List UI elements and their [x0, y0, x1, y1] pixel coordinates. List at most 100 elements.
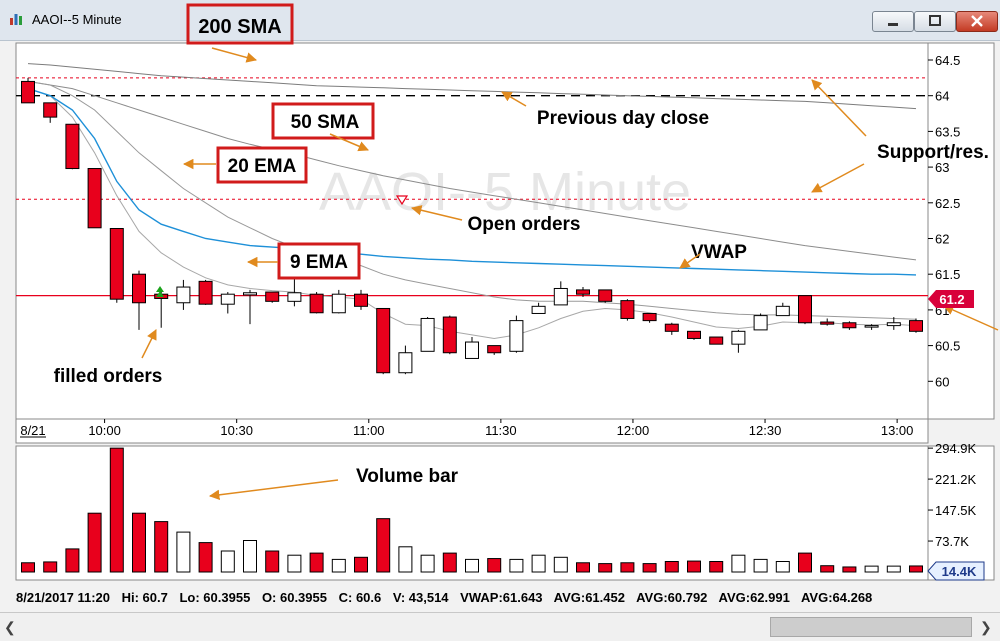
time-tick-label: 11:00: [353, 423, 385, 438]
sma200-arrow: [211, 47, 258, 63]
candle-body: [376, 307, 391, 374]
minimize-icon: [888, 23, 898, 26]
volume-tick-label: 221.2K: [935, 472, 977, 487]
volume-bar: [775, 561, 790, 573]
candle: [576, 287, 590, 298]
volume-bar: [576, 562, 590, 573]
volume-axis-pane[interactable]: [927, 445, 995, 581]
volume-bar: [198, 542, 213, 573]
vwap-arrow: [679, 253, 701, 269]
sma50-line: [27, 80, 917, 261]
volume-bar: [376, 518, 391, 573]
volume-bar: [709, 561, 724, 573]
volume-bar: [154, 521, 169, 573]
volume-bar: [598, 563, 613, 573]
candle: [753, 313, 768, 331]
candle-body: [87, 168, 102, 229]
candle-body: [354, 293, 368, 307]
close-icon: [971, 15, 983, 27]
filled-order-marker: [156, 286, 164, 297]
close-button[interactable]: [956, 11, 998, 32]
candle-body: [709, 336, 724, 345]
horizontal-scrollbar[interactable]: ❮ ❯: [0, 612, 1000, 641]
open-order-marker: [395, 195, 409, 206]
vwap-line: [27, 87, 917, 276]
restore-icon: [929, 15, 941, 26]
status-close: C: 60.6: [338, 590, 382, 605]
volume-bar: [398, 546, 413, 573]
candle: [109, 228, 124, 303]
candle-body: [753, 315, 768, 331]
volume-bar: [664, 561, 679, 573]
candle: [132, 270, 146, 330]
candle: [265, 291, 280, 303]
volume-bar: [442, 552, 457, 573]
price-tick-label: 62: [935, 232, 949, 247]
candle-body: [420, 317, 435, 352]
status-vwap: VWAP:61.643: [460, 590, 543, 605]
candle-body: [132, 273, 146, 304]
volume-bar: [287, 554, 302, 573]
candle: [531, 302, 546, 314]
candle: [775, 302, 790, 317]
scroll-left-icon[interactable]: ❮: [4, 619, 16, 635]
candle: [553, 281, 568, 306]
prev-close-label: Previous day close: [537, 108, 709, 129]
time-axis: 10:00 10:30 11:00 11:30 12:00 12:30 13:00 8/21: [20, 419, 913, 438]
candle-body: [798, 295, 812, 324]
volume-bar: [842, 566, 857, 573]
candle-body: [220, 293, 235, 305]
candle-body: [775, 305, 790, 317]
callout-arrows: [141, 47, 999, 501]
candle-body: [43, 102, 58, 118]
volume-bar: [420, 554, 435, 573]
maximize-button[interactable]: [914, 11, 956, 32]
candle: [65, 123, 80, 170]
candle-body: [21, 80, 35, 104]
candle-body: [487, 345, 502, 354]
prev-close-arrow: [501, 91, 527, 107]
ema20-label: 20 EMA: [228, 156, 297, 177]
status-volume: V: 43,514: [392, 590, 449, 605]
scroll-right-icon[interactable]: ❯: [980, 619, 992, 635]
open-orders-arrow: [410, 205, 463, 221]
support-arrow-mid: [811, 163, 865, 193]
chart-area[interactable]: AAOI--5 Minute 64.56463.56362.56261.5616…: [0, 3, 1000, 590]
volume-bar: [176, 531, 191, 573]
status-avg-1: AVG:61.452: [553, 590, 625, 605]
candle: [465, 337, 479, 359]
title-bar[interactable]: AAOI--5 Minute: [0, 0, 1000, 41]
filled-orders-label: filled orders: [54, 366, 163, 387]
time-tick-label: 11:30: [485, 423, 517, 438]
volume-bars: [21, 447, 923, 573]
price-axis-pane[interactable]: [927, 42, 995, 420]
date-label: 8/21: [20, 423, 45, 438]
status-high: Hi: 60.7: [121, 590, 168, 605]
candle: [420, 317, 435, 352]
candle-body: [642, 312, 657, 322]
price-tick-label: 60.5: [935, 339, 960, 354]
candles: [21, 77, 923, 375]
window-title: AAOI--5 Minute: [32, 12, 122, 27]
candle-body: [598, 289, 613, 302]
price-tick-label: 63.5: [935, 124, 960, 139]
candle: [864, 324, 879, 330]
candle-body: [65, 123, 80, 170]
volume-tick-label: 73.7K: [935, 534, 969, 549]
candle-body: [309, 293, 324, 314]
candle-body: [509, 320, 524, 352]
candle-body: [176, 286, 191, 304]
candle-body: [909, 320, 923, 332]
candle-body: [287, 292, 302, 302]
volume-bar: [620, 562, 635, 573]
candle: [21, 77, 35, 104]
minimize-button[interactable]: [872, 11, 914, 32]
current-volume-marker: [927, 561, 985, 581]
volume-axis: 294.9K 221.2K 147.5K 73.7K: [928, 441, 977, 549]
scrollbar-thumb[interactable]: [770, 617, 972, 637]
volume-bar: [465, 558, 479, 573]
volume-bar: [43, 561, 58, 573]
chart-app-icon: [10, 14, 22, 25]
volume-bar: [531, 554, 546, 573]
